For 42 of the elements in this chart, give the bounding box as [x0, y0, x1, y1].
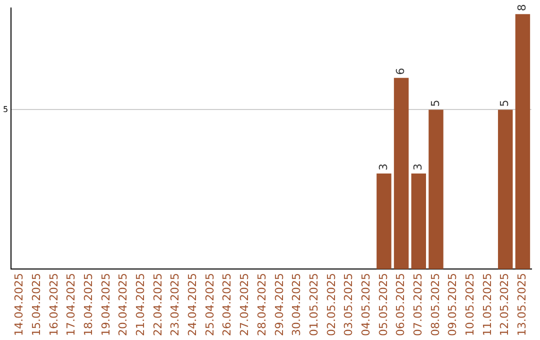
x-tick-label: 26.04.2025: [220, 273, 234, 336]
x-tick-label: 03.05.2025: [342, 273, 356, 336]
data-label: 5: [428, 100, 442, 107]
data-label: 3: [376, 163, 390, 170]
x-tick-label: 06.05.2025: [394, 273, 408, 336]
x-tick-label: 14.04.2025: [12, 273, 26, 336]
x-tick-label: 05.05.2025: [376, 273, 390, 336]
x-tick-label: 01.05.2025: [307, 273, 320, 336]
x-tick-label: 15.04.2025: [30, 273, 43, 336]
x-tick-label: 28.04.2025: [255, 273, 268, 336]
x-tick-label: 19.04.2025: [99, 273, 112, 336]
x-tick-label: 20.04.2025: [116, 273, 130, 336]
data-label: 6: [394, 68, 408, 75]
bar: [515, 14, 530, 270]
x-tick-label: 07.05.2025: [412, 273, 425, 336]
x-tick-label: 29.04.2025: [272, 273, 286, 336]
x-tick-label: 27.04.2025: [238, 273, 252, 336]
data-label: 3: [412, 163, 425, 170]
x-tick-label: 17.04.2025: [64, 273, 78, 336]
x-tick-label: 04.05.2025: [359, 273, 372, 336]
bar: [428, 110, 444, 270]
x-tick-label: 23.04.2025: [168, 273, 182, 336]
x-tick-label: 13.05.2025: [516, 273, 529, 336]
bar: [394, 78, 409, 270]
x-tick-label: 02.05.2025: [324, 273, 338, 336]
x-tick-label: 18.04.2025: [82, 273, 95, 336]
x-tick-label: 21.04.2025: [134, 273, 148, 336]
x-tick-label: 11.05.2025: [480, 273, 494, 336]
bar: [498, 110, 513, 270]
x-tick-label: 25.04.2025: [203, 273, 216, 336]
bar: [376, 173, 392, 270]
x-tick-label: 08.05.2025: [428, 273, 442, 336]
bar: [411, 173, 426, 270]
x-tick-label: 09.05.2025: [446, 273, 460, 336]
x-tick-label: 30.04.2025: [290, 273, 304, 336]
x-tick-label: 16.04.2025: [47, 273, 60, 336]
data-label: 5: [498, 100, 512, 107]
x-tick-label: 22.04.2025: [151, 273, 164, 336]
x-tick-label: 24.04.2025: [186, 273, 200, 336]
data-label: 8: [516, 4, 529, 12]
x-tick-label: 12.05.2025: [498, 273, 512, 336]
x-tick-label: 10.05.2025: [464, 273, 477, 336]
